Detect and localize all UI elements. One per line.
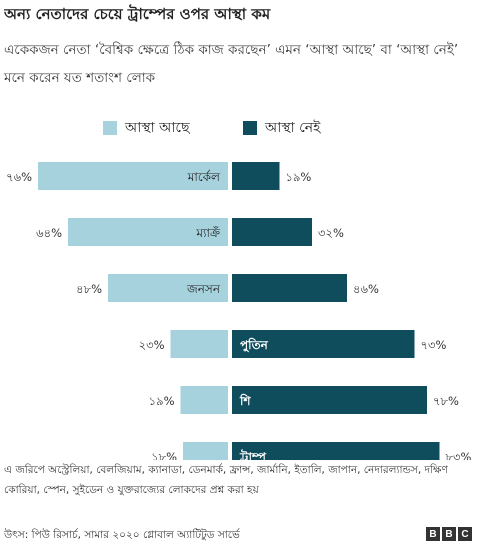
value-label-confidence: ৪৮%: [76, 282, 102, 296]
value-label-confidence: ৬৪%: [36, 226, 62, 240]
bar-confidence: [38, 162, 228, 190]
legend-swatch-no-confidence: [243, 121, 257, 135]
logo-letter: B: [442, 527, 456, 541]
legend-swatch-confidence: [103, 121, 117, 135]
category-label: মার্কেল: [187, 170, 221, 184]
chart-plot: মার্কেল ৭৬% ১৯% ম্যাক্রঁ ৬৪% ৩২% জনসন ৪৮% ৪৬% পুত…: [6, 162, 472, 460]
source-line: উৎস: পিউ রিসার্চ, সামার ২০২০ গ্লোবাল অ্য…: [4, 529, 240, 541]
value-label-no-confidence: ১৯%: [286, 170, 312, 184]
value-label-confidence: ১৯%: [149, 394, 175, 408]
bar-no-confidence: [232, 162, 280, 190]
bar-confidence: [180, 386, 228, 414]
bar-confidence: [68, 218, 228, 246]
category-label: পুতিন: [240, 337, 269, 354]
bbc-logo: B B C: [426, 527, 472, 541]
logo-letter: C: [458, 527, 472, 541]
value-label-no-confidence: ৮৩%: [446, 450, 472, 460]
value-label-no-confidence: ৩২%: [318, 226, 344, 240]
category-label: ট্রাম্প: [239, 449, 267, 460]
bar-confidence: [108, 274, 228, 302]
value-label-confidence: ৭৬%: [6, 170, 32, 184]
bar-no-confidence: [232, 442, 440, 460]
logo-letter: B: [426, 527, 440, 541]
chart-title: অন্য নেতাদের চেয়ে ট্রাম্পের ওপর আস্থা ক…: [4, 5, 271, 23]
legend-label-confidence: আস্থা আছে: [125, 120, 190, 136]
legend-item-confidence: আস্থা আছে: [103, 116, 190, 140]
bar-no-confidence: [232, 274, 347, 302]
survey-note: এ জরিপে অস্ট্রেলিয়া, বেলজিয়াম, ক্যানাড…: [4, 464, 448, 496]
bar-confidence: [183, 442, 228, 460]
bar-no-confidence: [232, 330, 415, 358]
legend: আস্থা আছে আস্থা নেই: [0, 116, 480, 140]
category-label: শি: [239, 393, 251, 408]
bar-confidence: [170, 330, 228, 358]
legend-label-no-confidence: আস্থা নেই: [265, 120, 321, 136]
value-label-no-confidence: ৭৮%: [433, 394, 459, 408]
value-label-no-confidence: ৭৩%: [421, 338, 447, 352]
category-label: ম্যাক্রঁ: [195, 225, 221, 240]
category-label: জনসন: [186, 282, 221, 296]
legend-item-no-confidence: আস্থা নেই: [243, 116, 320, 140]
chart-subtitle: একেকজন নেতা ‘বৈশ্বিক ক্ষেত্রে ঠিক কাজ কর…: [4, 42, 459, 86]
bar-no-confidence: [232, 218, 312, 246]
bar-no-confidence: [232, 386, 427, 414]
value-label-confidence: ১৮%: [151, 450, 177, 460]
value-label-confidence: ২৩%: [139, 338, 165, 352]
value-label-no-confidence: ৪৬%: [353, 282, 379, 296]
